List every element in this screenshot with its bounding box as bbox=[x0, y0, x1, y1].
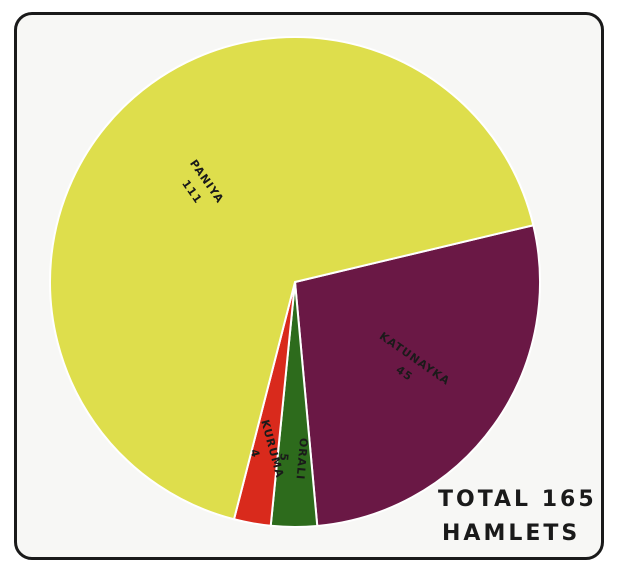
pie-slice-katunayka bbox=[293, 224, 541, 528]
slice-label-orali: ORALI bbox=[293, 437, 310, 480]
hamlets-annotation: HAMLETS bbox=[442, 521, 580, 546]
pie-slices bbox=[48, 36, 541, 528]
total-annotation: TOTAL 165 bbox=[438, 487, 597, 512]
pie-slice-paniya bbox=[48, 36, 535, 521]
slice-value-kuruma: 4 bbox=[248, 448, 263, 460]
slice-value-orali: 5 bbox=[277, 453, 291, 463]
